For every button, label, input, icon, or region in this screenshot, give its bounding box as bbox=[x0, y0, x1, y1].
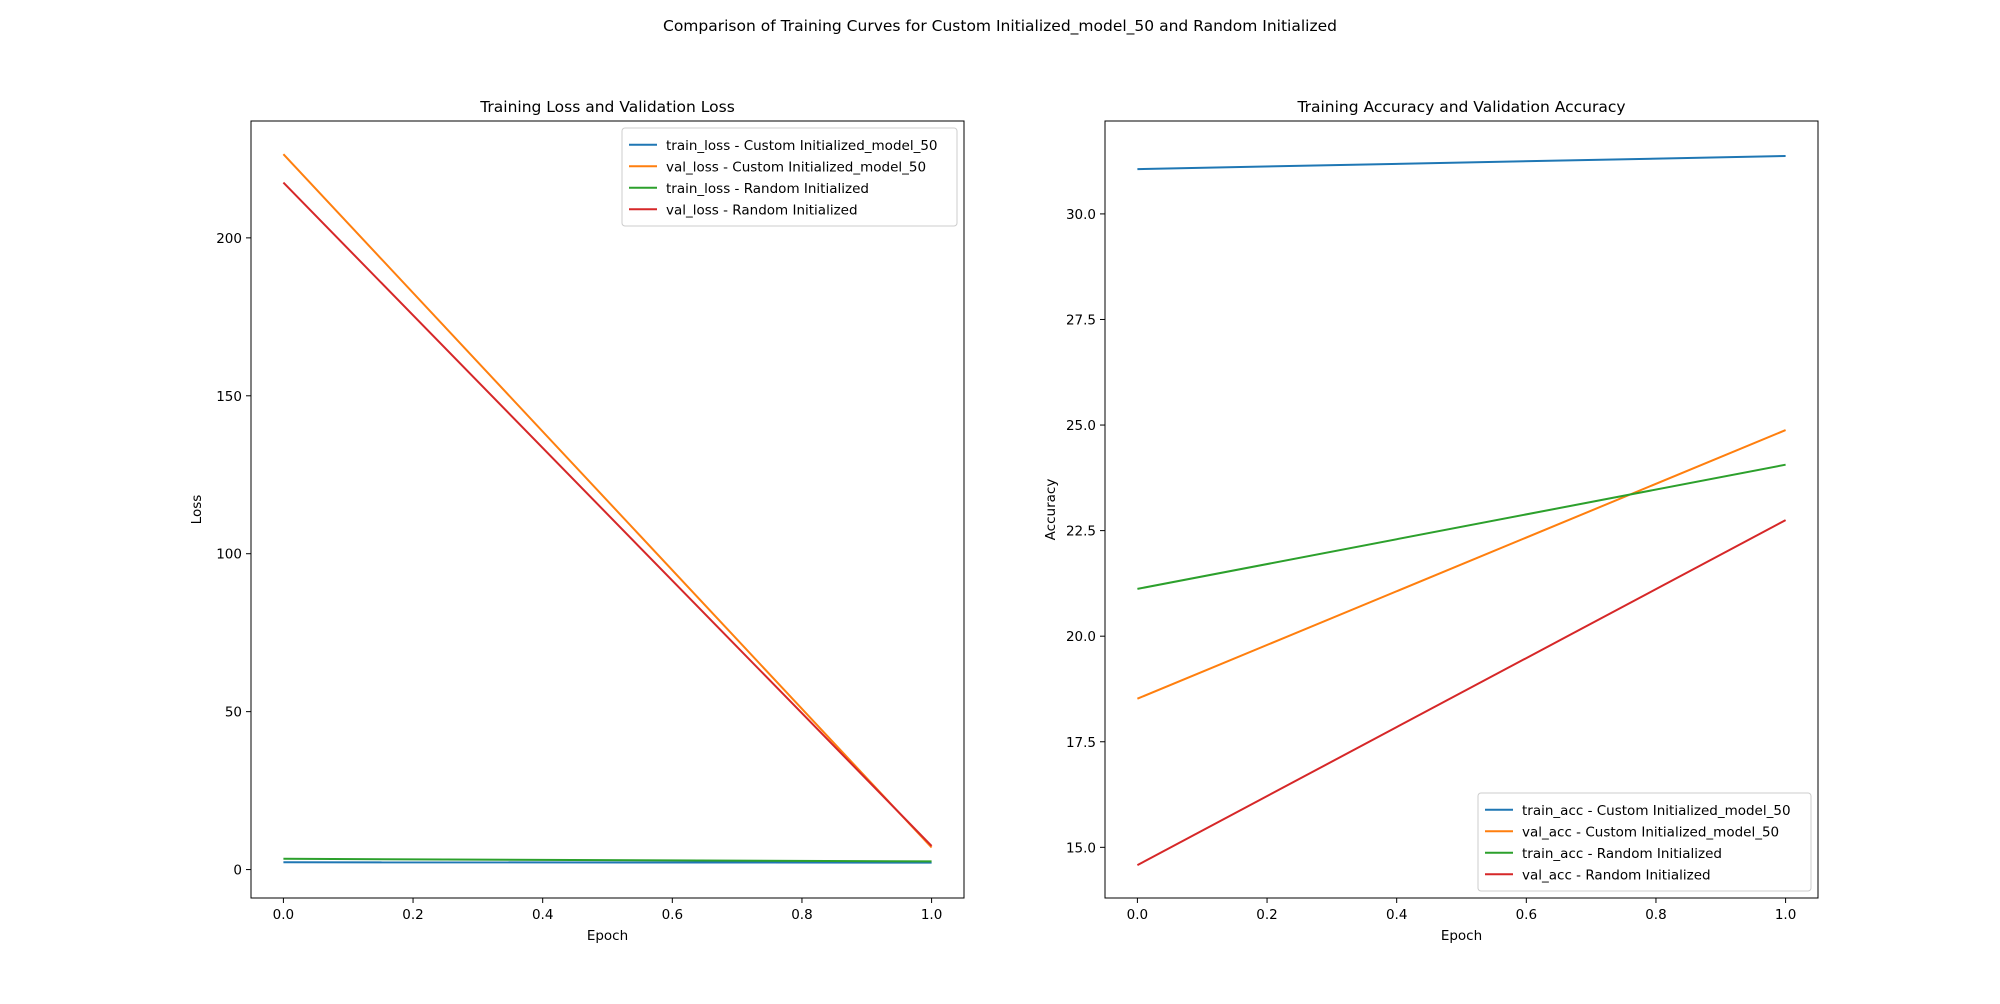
subplot-title: Training Accuracy and Validation Accurac… bbox=[1296, 98, 1625, 116]
x-tick-label: 0.4 bbox=[1386, 907, 1407, 923]
y-tick-label: 150 bbox=[216, 389, 242, 405]
legend: train_loss - Custom Initialized_model_50… bbox=[622, 128, 957, 226]
legend-entry-2: val_acc - Custom Initialized_model_50 bbox=[1522, 824, 1779, 840]
x-tick-label: 0.2 bbox=[1256, 907, 1277, 923]
y-tick-label: 17.5 bbox=[1066, 735, 1096, 751]
y-tick-label: 30.0 bbox=[1066, 207, 1096, 223]
y-tick-label: 50 bbox=[225, 705, 242, 721]
x-tick-label: 0.6 bbox=[662, 907, 683, 923]
legend-entry-2: val_loss - Custom Initialized_model_50 bbox=[666, 159, 926, 175]
legend-entry-1: train_loss - Custom Initialized_model_50 bbox=[666, 138, 938, 154]
y-axis-label: Accuracy bbox=[1043, 479, 1059, 541]
x-tick-label: 0.0 bbox=[1127, 907, 1148, 923]
y-axis-label: Loss bbox=[189, 495, 205, 525]
accuracy-subplot: 0.0 0.2 0.4 0.6 0.8 1.0 15.0 17.5 20.0 22.5 25.0 27… bbox=[1043, 98, 1818, 944]
x-tick-label: 0.0 bbox=[273, 907, 294, 923]
y-tick-label: 25.0 bbox=[1066, 418, 1096, 434]
series-line-3 bbox=[1137, 465, 1785, 589]
series-line-3 bbox=[283, 859, 931, 862]
figure-suptitle: Comparison of Training Curves for Custom… bbox=[663, 17, 1337, 36]
legend: train_acc - Custom Initialized_model_50v… bbox=[1478, 793, 1811, 891]
x-tick-label: 0.2 bbox=[402, 907, 423, 923]
series-line-2 bbox=[1137, 430, 1785, 699]
legend-entry-3: train_loss - Random Initialized bbox=[666, 181, 869, 197]
legend-entry-3: train_acc - Random Initialized bbox=[1522, 846, 1722, 862]
x-tick-label: 1.0 bbox=[921, 907, 942, 923]
subplot-title: Training Loss and Validation Loss bbox=[479, 98, 735, 116]
y-tick-label: 100 bbox=[216, 547, 242, 563]
x-axis-label: Epoch bbox=[1441, 928, 1482, 944]
y-tick-label: 0 bbox=[233, 863, 242, 879]
legend-entry-4: val_loss - Random Initialized bbox=[666, 202, 858, 218]
legend-entry-4: val_acc - Random Initialized bbox=[1522, 867, 1711, 883]
x-tick-label: 1.0 bbox=[1775, 907, 1796, 923]
y-tick-label: 15.0 bbox=[1066, 840, 1096, 856]
plot-frame bbox=[251, 121, 964, 898]
x-tick-label: 0.6 bbox=[1516, 907, 1537, 923]
y-tick-label: 200 bbox=[216, 231, 242, 247]
x-tick-label: 0.4 bbox=[532, 907, 553, 923]
series-line-4 bbox=[283, 183, 931, 846]
loss-subplot: 0.0 0.2 0.4 0.6 0.8 1.0 0 50 100 150 200 Training L… bbox=[189, 98, 964, 944]
x-axis-label: Epoch bbox=[587, 928, 628, 944]
legend-entry-1: train_acc - Custom Initialized_model_50 bbox=[1522, 803, 1791, 819]
y-tick-label: 22.5 bbox=[1066, 524, 1096, 540]
y-tick-label: 27.5 bbox=[1066, 312, 1096, 328]
series-line-1 bbox=[1137, 156, 1785, 169]
series-line-2 bbox=[283, 154, 931, 847]
y-tick-label: 20.0 bbox=[1066, 629, 1096, 645]
x-tick-label: 0.8 bbox=[1645, 907, 1666, 923]
plot-frame bbox=[1105, 121, 1818, 898]
x-tick-label: 0.8 bbox=[791, 907, 812, 923]
